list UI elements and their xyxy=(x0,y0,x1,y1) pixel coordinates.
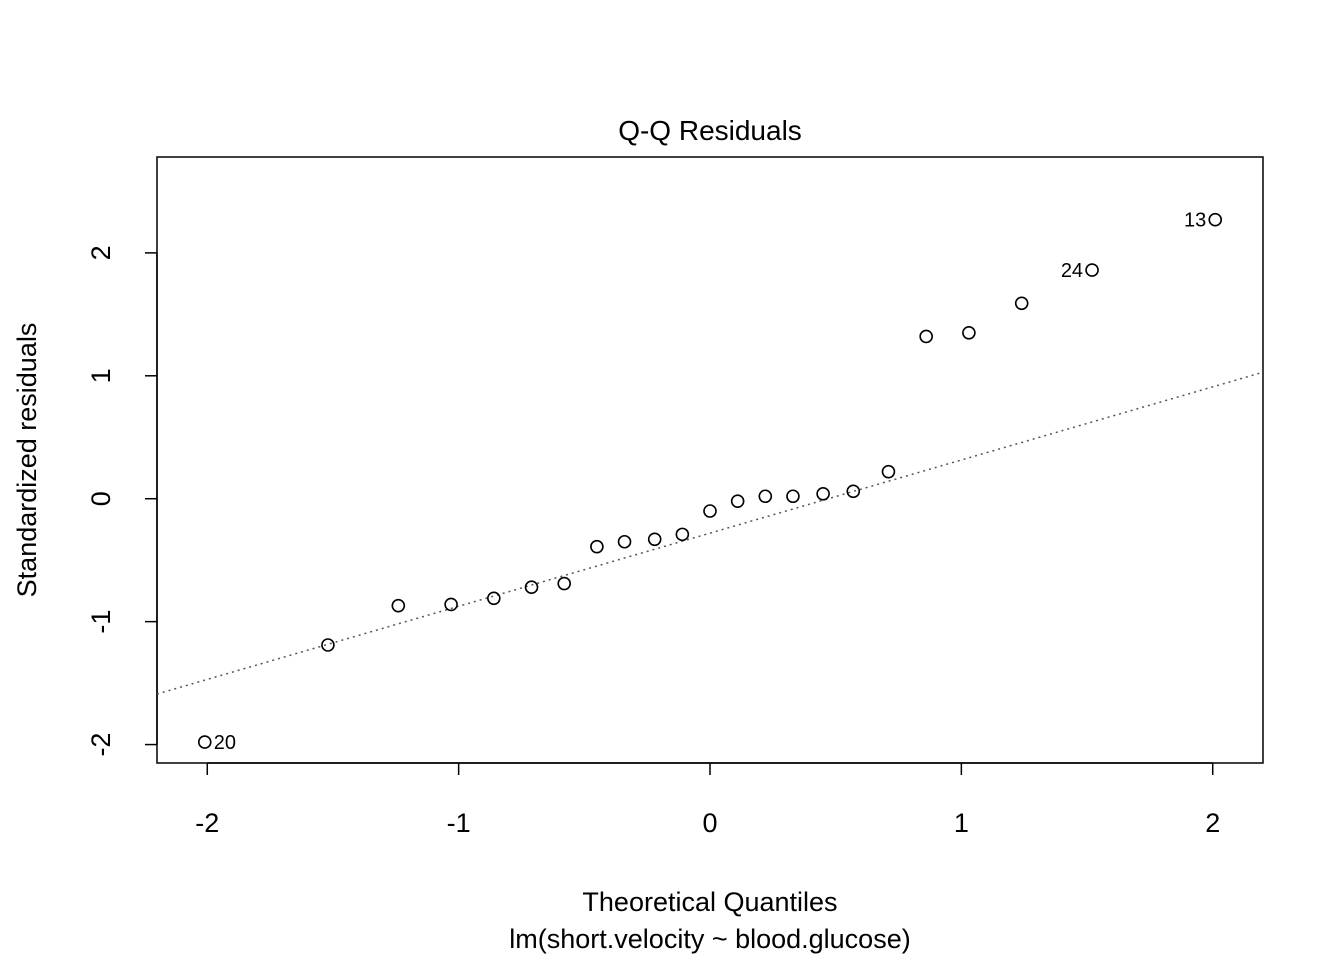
x-tick-label: 1 xyxy=(954,808,969,838)
point-label: 13 xyxy=(1184,210,1206,232)
data-point xyxy=(703,504,717,518)
x-axis: -2 -1 0 1 2 xyxy=(195,762,1220,838)
data-point xyxy=(919,329,933,344)
data-point xyxy=(962,325,976,340)
data-point xyxy=(617,534,632,549)
data-point xyxy=(444,597,458,612)
data-point xyxy=(816,487,830,501)
data-point xyxy=(647,532,662,547)
data-point xyxy=(487,591,501,606)
y-axis: -2 -1 0 1 2 xyxy=(86,245,158,757)
data-point xyxy=(391,598,406,613)
y-tick-label: -1 xyxy=(86,610,116,634)
points-group: 20 24 13 xyxy=(197,210,1223,754)
data-point xyxy=(1014,296,1029,311)
chart-subtitle: lm(short.velocity ~ blood.glucose) xyxy=(509,924,910,954)
chart-title: Q-Q Residuals xyxy=(618,115,802,146)
data-point xyxy=(675,527,690,542)
data-point xyxy=(881,464,896,479)
data-point xyxy=(730,494,745,508)
plot-frame xyxy=(156,156,1264,764)
data-point xyxy=(1208,212,1223,227)
y-tick-label: 2 xyxy=(86,245,116,260)
data-point xyxy=(846,484,861,499)
data-point xyxy=(758,489,773,504)
reference-line-group xyxy=(156,371,1264,695)
data-point xyxy=(1085,263,1099,277)
x-axis-label: Theoretical Quantiles xyxy=(582,887,837,917)
data-point xyxy=(524,580,539,595)
data-point xyxy=(786,489,800,504)
y-tick-label: 1 xyxy=(86,368,116,383)
x-tick-label: 0 xyxy=(702,808,717,838)
data-point xyxy=(557,576,572,591)
y-tick-label: -2 xyxy=(86,733,116,757)
y-axis-label: Standardized residuals xyxy=(12,323,42,598)
y-tick-label: 0 xyxy=(86,491,116,506)
qq-reference-line xyxy=(156,371,1264,695)
point-label: 24 xyxy=(1061,260,1083,282)
x-tick-label: -2 xyxy=(195,808,219,838)
data-point xyxy=(197,735,212,749)
x-tick-label: -1 xyxy=(447,808,471,838)
data-point xyxy=(321,638,335,652)
point-label: 20 xyxy=(214,732,236,754)
x-tick-label: 2 xyxy=(1205,808,1220,838)
data-point xyxy=(590,539,604,554)
